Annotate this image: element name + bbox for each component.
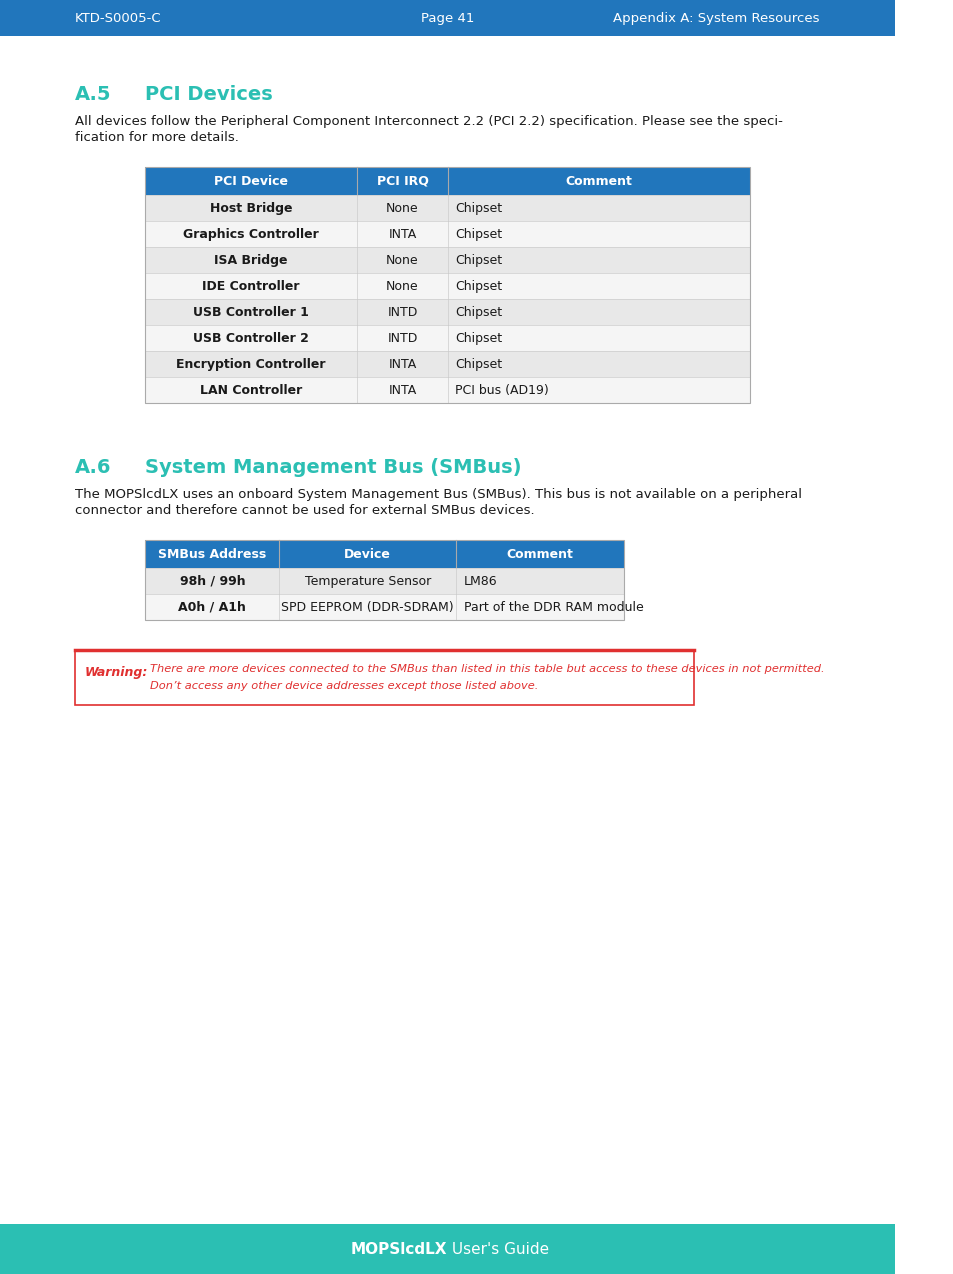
Bar — [0, 1224, 894, 1274]
Text: LM86: LM86 — [463, 575, 497, 587]
Text: USB Controller 2: USB Controller 2 — [193, 331, 309, 344]
Bar — [145, 195, 749, 220]
Text: INTD: INTD — [387, 331, 417, 344]
Bar — [145, 540, 623, 568]
Bar — [145, 594, 623, 620]
Bar — [145, 167, 749, 403]
Text: A.5: A.5 — [75, 85, 112, 104]
Text: Warning:: Warning: — [84, 666, 148, 679]
Bar — [145, 273, 749, 299]
Text: KTD-S0005-C: KTD-S0005-C — [75, 11, 161, 24]
Text: Encryption Controller: Encryption Controller — [176, 358, 326, 371]
Bar — [145, 299, 749, 325]
Bar — [145, 540, 623, 620]
Text: There are more devices connected to the SMBus than listed in this table but acce: There are more devices connected to the … — [150, 664, 823, 674]
Text: Host Bridge: Host Bridge — [210, 201, 293, 214]
Text: INTA: INTA — [388, 358, 416, 371]
Text: MOPSlcdLX: MOPSlcdLX — [351, 1241, 447, 1256]
Text: SMBus Address: SMBus Address — [158, 548, 266, 561]
Text: PCI Device: PCI Device — [214, 175, 288, 187]
Bar — [0, 0, 894, 36]
Text: Temperature Sensor: Temperature Sensor — [304, 575, 431, 587]
Text: User's Guide: User's Guide — [447, 1241, 549, 1256]
Text: connector and therefore cannot be used for external SMBus devices.: connector and therefore cannot be used f… — [75, 505, 534, 517]
Text: 98h / 99h: 98h / 99h — [179, 575, 245, 587]
Bar — [145, 568, 623, 594]
Text: System Management Bus (SMBus): System Management Bus (SMBus) — [145, 457, 521, 476]
Bar — [145, 377, 749, 403]
Text: None: None — [386, 254, 418, 266]
Text: PCI bus (AD19): PCI bus (AD19) — [455, 383, 549, 396]
Bar — [145, 167, 749, 195]
Text: Chipset: Chipset — [455, 306, 502, 318]
Text: IDE Controller: IDE Controller — [202, 279, 299, 293]
Text: Don’t access any other device addresses except those listed above.: Don’t access any other device addresses … — [150, 682, 537, 691]
Text: Page 41: Page 41 — [420, 11, 474, 24]
Bar — [145, 220, 749, 247]
Text: Chipset: Chipset — [455, 254, 502, 266]
Text: Comment: Comment — [506, 548, 573, 561]
Bar — [145, 247, 749, 273]
Text: None: None — [386, 201, 418, 214]
Text: ISA Bridge: ISA Bridge — [214, 254, 288, 266]
Text: All devices follow the Peripheral Component Interconnect 2.2 (PCI 2.2) specifica: All devices follow the Peripheral Compon… — [75, 115, 782, 127]
Text: A.6: A.6 — [75, 457, 112, 476]
Text: Appendix A: System Resources: Appendix A: System Resources — [613, 11, 819, 24]
Text: USB Controller 1: USB Controller 1 — [193, 306, 309, 318]
Text: Chipset: Chipset — [455, 358, 502, 371]
Text: Graphics Controller: Graphics Controller — [183, 228, 318, 241]
Bar — [145, 325, 749, 352]
Text: Chipset: Chipset — [455, 331, 502, 344]
Text: INTA: INTA — [388, 228, 416, 241]
Text: INTD: INTD — [387, 306, 417, 318]
Text: PCI Devices: PCI Devices — [145, 85, 273, 104]
Text: Chipset: Chipset — [455, 201, 502, 214]
Text: Part of the DDR RAM module: Part of the DDR RAM module — [463, 600, 643, 614]
Text: Chipset: Chipset — [455, 279, 502, 293]
Text: fication for more details.: fication for more details. — [75, 131, 238, 144]
Text: A0h / A1h: A0h / A1h — [178, 600, 246, 614]
Text: Device: Device — [344, 548, 391, 561]
Text: INTA: INTA — [388, 383, 416, 396]
Text: Chipset: Chipset — [455, 228, 502, 241]
Bar — [75, 650, 693, 705]
Text: SPD EEPROM (DDR-SDRAM): SPD EEPROM (DDR-SDRAM) — [281, 600, 454, 614]
Text: None: None — [386, 279, 418, 293]
Bar — [145, 352, 749, 377]
Text: The MOPSlcdLX uses an onboard System Management Bus (SMBus). This bus is not ava: The MOPSlcdLX uses an onboard System Man… — [75, 488, 801, 501]
Text: Comment: Comment — [565, 175, 632, 187]
Text: PCI IRQ: PCI IRQ — [376, 175, 428, 187]
Text: LAN Controller: LAN Controller — [200, 383, 302, 396]
